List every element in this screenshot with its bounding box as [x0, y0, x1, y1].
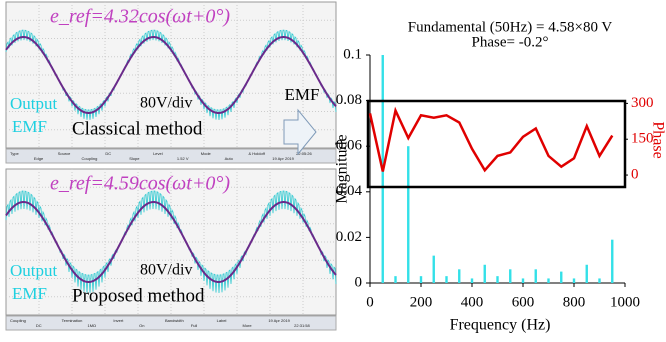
bar	[586, 265, 588, 283]
bar	[471, 278, 473, 283]
bar	[458, 269, 460, 283]
emf-label: EMF	[12, 284, 47, 303]
bar	[611, 240, 613, 283]
status-text: 1.52 V	[177, 156, 189, 161]
method-label: Proposed method	[72, 285, 205, 306]
y-tick-label: 0.08	[336, 92, 362, 108]
status-text: 22:31:58	[294, 323, 310, 328]
y2-tick-label: 300	[631, 95, 654, 111]
y-tick-label: 0	[355, 274, 363, 290]
bar	[598, 278, 600, 283]
status-text: Auto	[225, 156, 234, 161]
bar	[535, 269, 537, 283]
status-text: Source	[58, 151, 71, 156]
bar	[420, 276, 422, 283]
x-tick-label: 400	[461, 294, 484, 310]
status-text: Full	[191, 323, 198, 328]
output-label: Output	[10, 261, 58, 280]
status-text: Label	[217, 318, 227, 323]
y-tick-label: 0.06	[336, 138, 363, 154]
x-axis-label: Frequency (Hz)	[450, 317, 551, 334]
bar	[496, 276, 498, 283]
bar	[547, 278, 549, 283]
status-text: 19 Apr 2019	[268, 318, 290, 323]
status-text: 1MΩ	[88, 323, 97, 328]
status-text: & Holdoff	[248, 151, 265, 156]
status-text: Mode	[201, 151, 212, 156]
method-label: Classical method	[72, 118, 203, 139]
status-text: DC	[36, 323, 42, 328]
bar	[573, 278, 575, 283]
chart-subtitle: Phase= -0.2°	[472, 34, 549, 50]
equation: e_ref=4.32cos(ωt+0°)	[50, 6, 230, 28]
bar	[522, 278, 524, 283]
x-tick-label: 600	[512, 294, 535, 310]
status-text: Coupling	[10, 318, 26, 323]
status-text: Slope	[129, 156, 140, 161]
phase-line	[370, 111, 612, 172]
x-tick-label: 0	[366, 294, 374, 310]
status-text: 19 Apr 2019	[272, 156, 294, 161]
x-tick-label: 200	[410, 294, 433, 310]
arrow-label: EMF	[285, 85, 320, 104]
y2-axis-label: Phase	[649, 121, 666, 158]
status-text: On	[139, 323, 144, 328]
status-text: Bandwidth	[165, 318, 184, 323]
status-text: More	[243, 323, 253, 328]
bar	[484, 265, 486, 283]
scale-label: 80V/div	[140, 262, 192, 279]
y-tick-label: 0.04	[336, 183, 363, 199]
status-text: DC	[105, 151, 111, 156]
scope-panel: e_ref=4.59cos(ωt+0°) Output EMF 80V/div Prop…	[6, 169, 336, 330]
status-text: Termination	[62, 318, 83, 323]
scope-panels: e_ref=4.32cos(ωt+0°) Output EMF 80V/div Clas…	[6, 2, 336, 330]
x-tick-label: 800	[563, 294, 586, 310]
inset-box	[368, 101, 625, 187]
status-text: Type	[10, 151, 19, 156]
emf-label: EMF	[12, 117, 47, 136]
x-tick-label: 1000	[610, 294, 640, 310]
bar	[394, 276, 396, 283]
status-text: Edge	[34, 156, 44, 161]
y-tick-label: 0.02	[336, 229, 362, 245]
bar	[509, 269, 511, 283]
bar	[560, 272, 562, 283]
bar	[433, 256, 435, 283]
bar	[445, 276, 447, 283]
equation: e_ref=4.59cos(ωt+0°)	[50, 173, 230, 195]
bar	[407, 146, 409, 283]
status-text: Coupling	[82, 156, 98, 161]
output-label: Output	[10, 94, 58, 113]
chart-title: Fundamental (50Hz) = 4.58×80 V	[408, 19, 613, 35]
y2-tick-label: 0	[631, 166, 639, 182]
y-tick-label: 0.1	[343, 46, 362, 62]
status-text: Level	[153, 151, 163, 156]
figure: e_ref=4.32cos(ωt+0°) Output EMF 80V/div Clas…	[0, 0, 666, 337]
scale-label: 80V/div	[140, 95, 192, 112]
status-text: Invert	[113, 318, 124, 323]
